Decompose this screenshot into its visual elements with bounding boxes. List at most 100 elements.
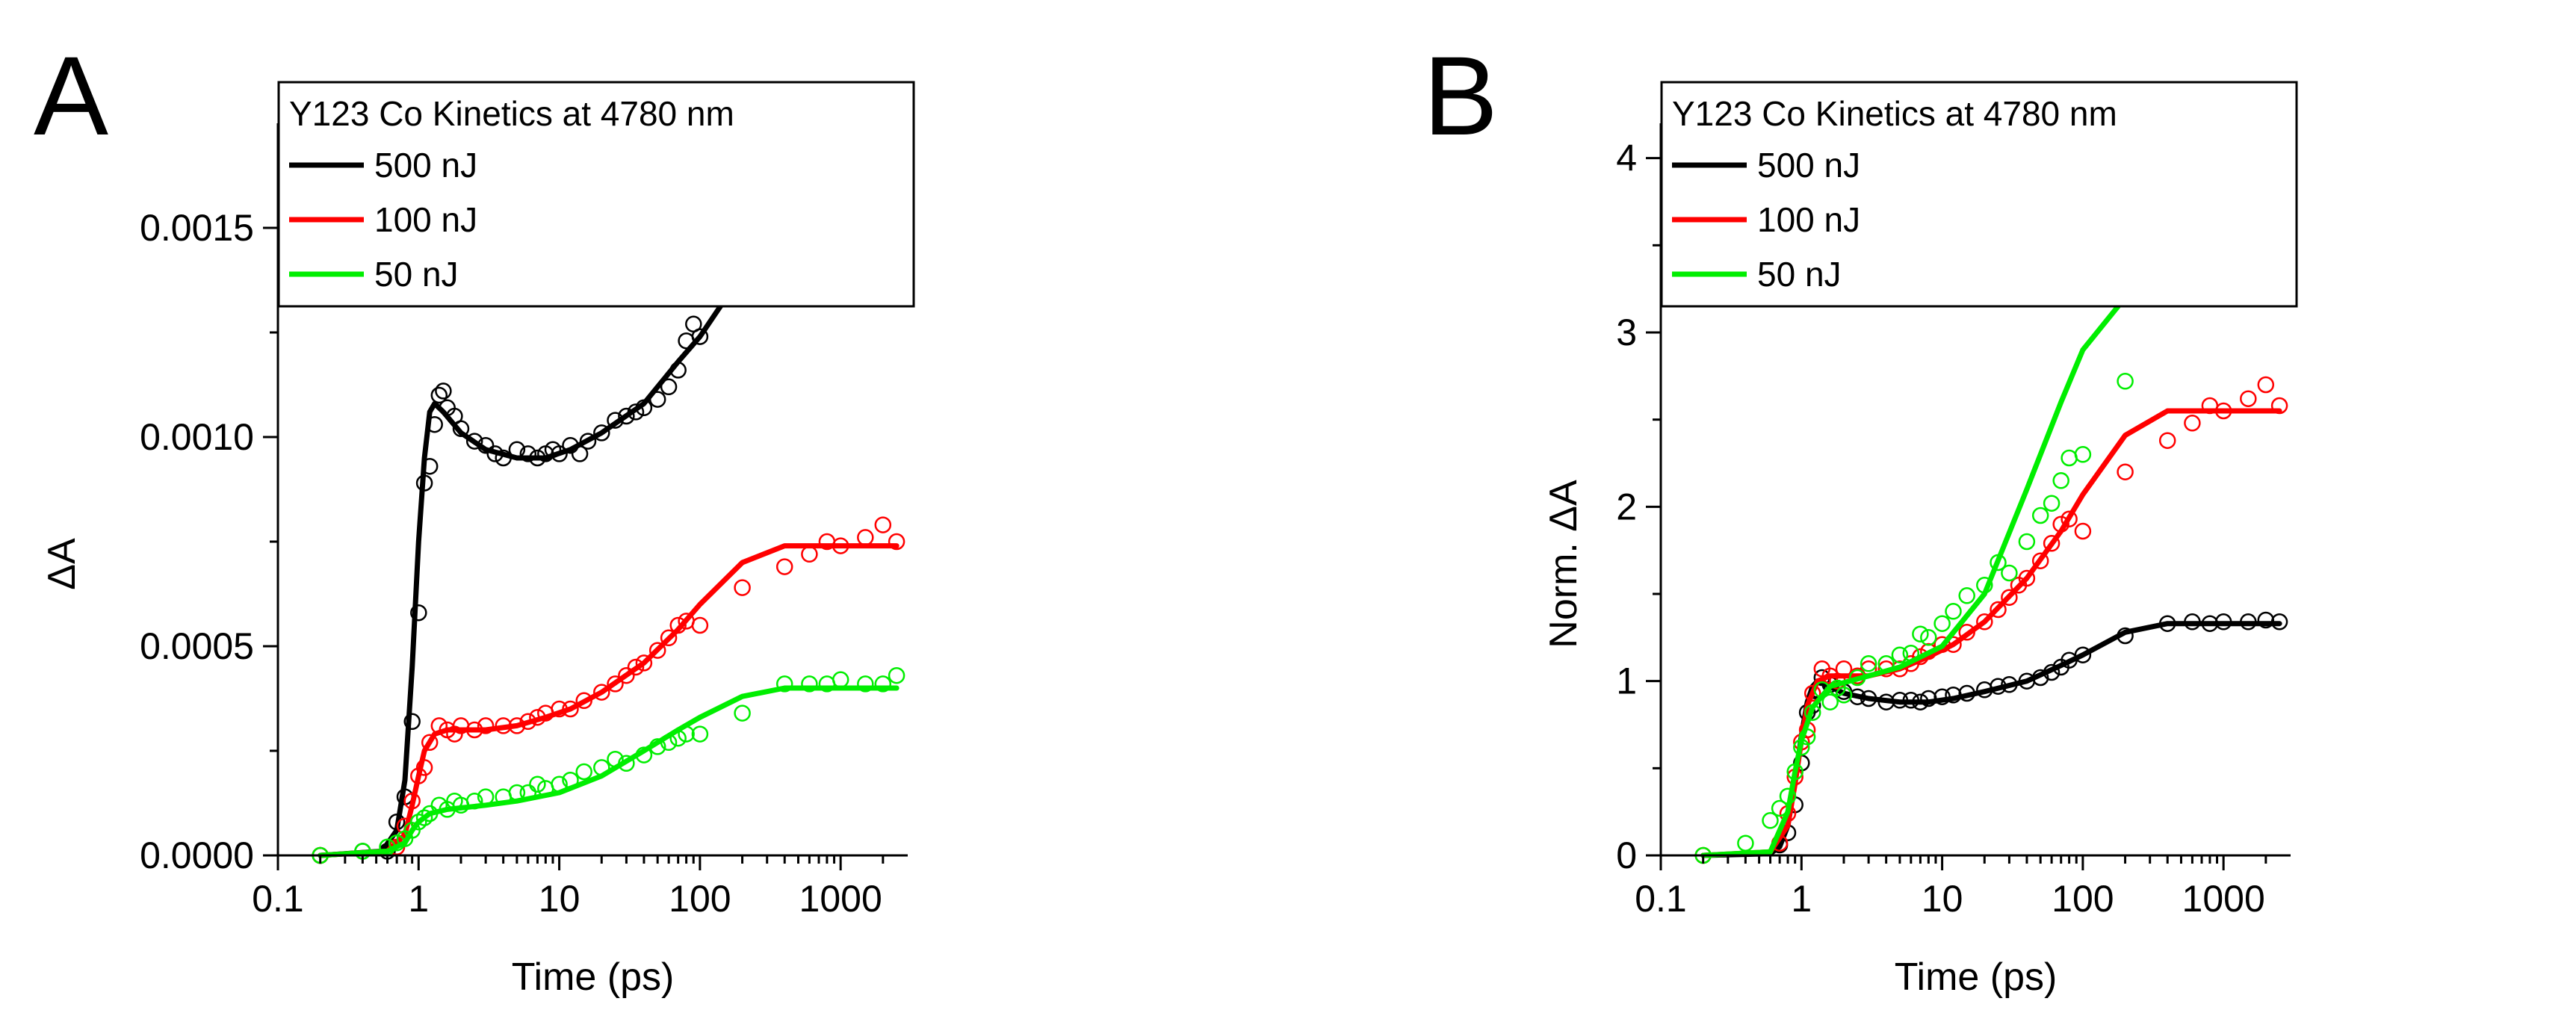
data-point xyxy=(734,704,751,722)
data-point xyxy=(648,391,666,408)
data-point xyxy=(2031,552,2049,569)
data-point xyxy=(2001,589,2018,606)
data-point xyxy=(660,629,678,647)
data-point xyxy=(1798,728,1816,746)
series-500-nj xyxy=(1700,611,2288,858)
data-point xyxy=(607,412,624,429)
data-point xyxy=(775,675,793,693)
data-point xyxy=(888,666,905,684)
data-point xyxy=(430,717,448,734)
data-point xyxy=(551,445,568,462)
data-point xyxy=(2031,507,2049,524)
data-point xyxy=(1976,613,1993,631)
series-100-nj xyxy=(312,516,905,864)
data-point xyxy=(2018,569,2036,587)
y-tick-label: 2 xyxy=(1616,486,1637,527)
data-point xyxy=(529,775,546,793)
data-point xyxy=(415,809,433,826)
data-point xyxy=(1933,636,1951,653)
x-tick-label: 10 xyxy=(539,878,580,920)
data-point xyxy=(1835,660,1853,678)
data-point xyxy=(1786,763,1803,781)
data-point xyxy=(2043,535,2061,552)
data-point xyxy=(2257,611,2275,629)
data-point xyxy=(669,616,687,634)
data-point xyxy=(2214,613,2232,631)
data-point xyxy=(669,729,687,747)
data-point xyxy=(2240,390,2257,407)
data-point xyxy=(832,671,849,689)
data-point xyxy=(832,537,849,554)
data-point xyxy=(888,533,905,551)
legend-title: Y123 Co Kinetics at 4780 nm xyxy=(1672,94,2117,133)
x-tick-label: 1000 xyxy=(799,878,882,920)
data-point xyxy=(1912,693,1929,710)
data-point xyxy=(452,420,470,438)
x-axis-title: Time (ps) xyxy=(512,956,675,999)
fit-line xyxy=(318,543,900,858)
y-tick-label: 0.0005 xyxy=(140,625,254,667)
data-point xyxy=(2257,376,2275,394)
data-point xyxy=(435,383,452,400)
data-point xyxy=(2061,449,2078,467)
data-point xyxy=(618,407,635,425)
x-tick-label: 10 xyxy=(1922,878,1963,920)
data-point xyxy=(857,529,874,546)
data-point xyxy=(1912,625,1929,642)
data-point xyxy=(1860,655,1877,672)
data-point xyxy=(1976,577,1993,594)
data-point xyxy=(477,788,495,805)
data-point xyxy=(1958,587,1975,604)
data-point xyxy=(1877,693,1895,710)
data-point xyxy=(2201,615,2219,632)
y-tick-label: 0.0010 xyxy=(140,416,254,458)
x-tick-label: 1000 xyxy=(2182,878,2265,920)
data-point xyxy=(415,474,433,492)
data-point xyxy=(2117,627,2134,645)
fit-line xyxy=(318,250,900,858)
data-point xyxy=(519,784,537,802)
data-point xyxy=(2061,510,2078,527)
data-point xyxy=(801,545,818,563)
data-point xyxy=(508,441,526,459)
data-point xyxy=(1902,692,1920,709)
data-point xyxy=(2117,463,2134,480)
data-point xyxy=(1848,688,1866,705)
data-point xyxy=(2184,613,2201,631)
data-point xyxy=(660,734,678,752)
data-point xyxy=(2270,397,2288,415)
data-point xyxy=(410,604,427,622)
data-point xyxy=(734,579,751,596)
x-tick-label: 1 xyxy=(1791,878,1812,920)
data-point xyxy=(627,658,645,676)
data-point xyxy=(1945,687,1962,704)
data-point xyxy=(2001,564,2018,582)
data-point xyxy=(1933,615,1951,632)
data-point xyxy=(593,424,610,442)
data-point xyxy=(430,386,448,404)
data-point xyxy=(508,784,526,802)
data-point xyxy=(477,436,495,454)
data-point xyxy=(660,378,678,396)
legend-entry-label: 500 nJ xyxy=(374,146,477,185)
data-point xyxy=(529,708,546,726)
y-axis-title: Norm. ΔA xyxy=(1542,480,1585,648)
data-point xyxy=(465,792,483,810)
data-point xyxy=(519,713,537,731)
data-point xyxy=(465,721,483,739)
data-point xyxy=(2018,533,2036,551)
data-point xyxy=(2184,415,2201,432)
data-point xyxy=(593,684,610,701)
data-point xyxy=(1912,648,1929,666)
data-point xyxy=(529,449,546,467)
data-point xyxy=(1737,834,1754,852)
data-point xyxy=(1835,687,1853,704)
data-point xyxy=(857,675,874,693)
data-point xyxy=(571,445,589,462)
data-point xyxy=(627,403,645,421)
data-point xyxy=(1803,704,1821,721)
legend-entry-label: 500 nJ xyxy=(1757,146,1860,185)
data-point xyxy=(1902,645,1920,662)
data-point xyxy=(2158,615,2176,632)
data-point xyxy=(1771,799,1789,817)
